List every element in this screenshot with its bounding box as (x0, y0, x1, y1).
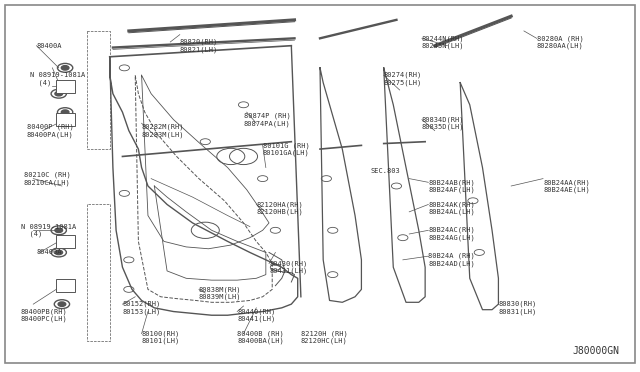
Text: 80400A: 80400A (36, 250, 62, 256)
Text: 80280A (RH)
80280AA(LH): 80280A (RH) 80280AA(LH) (537, 35, 584, 49)
Text: 80274(RH)
80275(LH): 80274(RH) 80275(LH) (384, 72, 422, 86)
Circle shape (55, 92, 63, 96)
Text: 80838M(RH)
80839M(LH): 80838M(RH) 80839M(LH) (199, 286, 241, 300)
Text: 80834D(RH)
80835D(LH): 80834D(RH) 80835D(LH) (422, 116, 465, 130)
Text: 80B24AA(RH)
80B24AE(LH): 80B24AA(RH) 80B24AE(LH) (543, 179, 590, 193)
FancyBboxPatch shape (56, 113, 75, 126)
Text: 80282M(RH)
80283M(LH): 80282M(RH) 80283M(LH) (141, 124, 184, 138)
Text: 80440(RH)
80441(LH): 80440(RH) 80441(LH) (237, 308, 275, 322)
Text: 80B24AC(RH)
80B24AG(LH): 80B24AC(RH) 80B24AG(LH) (428, 227, 475, 241)
Text: 80400P (RH)
80400PA(LH): 80400P (RH) 80400PA(LH) (27, 124, 74, 138)
Text: 80874P (RH)
80874PA(LH): 80874P (RH) 80874PA(LH) (244, 113, 291, 126)
Text: 82120H (RH)
82120HC(LH): 82120H (RH) 82120HC(LH) (301, 330, 348, 344)
Text: 82120HA(RH)
82120HB(LH): 82120HA(RH) 82120HB(LH) (256, 201, 303, 215)
Circle shape (61, 110, 69, 114)
Text: N 08919-1081A
  (4): N 08919-1081A (4) (20, 224, 76, 237)
Text: 80100(RH)
80101(LH): 80100(RH) 80101(LH) (141, 330, 180, 344)
Text: 80400PB(RH)
80400PC(LH): 80400PB(RH) 80400PC(LH) (20, 308, 67, 322)
Text: 80400A: 80400A (36, 43, 62, 49)
Circle shape (58, 302, 66, 307)
Text: 80430(RH)
80431(LH): 80430(RH) 80431(LH) (269, 260, 307, 274)
Text: 80244N(RH)
80245N(LH): 80244N(RH) 80245N(LH) (422, 35, 465, 49)
Text: J80000GN: J80000GN (573, 346, 620, 356)
Text: 80B24A (RH)
80B24AD(LH): 80B24A (RH) 80B24AD(LH) (428, 253, 475, 267)
Text: 80210C (RH)
80210CA(LH): 80210C (RH) 80210CA(LH) (24, 171, 70, 186)
Text: N 08919-1081A
  (4): N 08919-1081A (4) (30, 72, 85, 86)
Text: 80152(RH)
80153(LH): 80152(RH) 80153(LH) (122, 301, 161, 315)
Circle shape (55, 228, 63, 232)
FancyBboxPatch shape (56, 235, 75, 248)
Text: 80830(RH)
80831(LH): 80830(RH) 80831(LH) (499, 301, 537, 315)
Text: 80400B (RH)
80400BA(LH): 80400B (RH) 80400BA(LH) (237, 330, 284, 344)
Circle shape (61, 65, 69, 70)
FancyBboxPatch shape (56, 279, 75, 292)
Text: 80101G (RH)
80101GA(LH): 80101G (RH) 80101GA(LH) (262, 142, 309, 156)
FancyBboxPatch shape (56, 80, 75, 93)
Circle shape (55, 250, 63, 255)
Text: 80B24AK(RH)
80B24AL(LH): 80B24AK(RH) 80B24AL(LH) (428, 201, 475, 215)
Text: 80820(RH)
80821(LH): 80820(RH) 80821(LH) (180, 39, 218, 53)
Text: SEC.803: SEC.803 (371, 168, 401, 174)
Text: 80B24AB(RH)
80B24AF(LH): 80B24AB(RH) 80B24AF(LH) (428, 179, 475, 193)
